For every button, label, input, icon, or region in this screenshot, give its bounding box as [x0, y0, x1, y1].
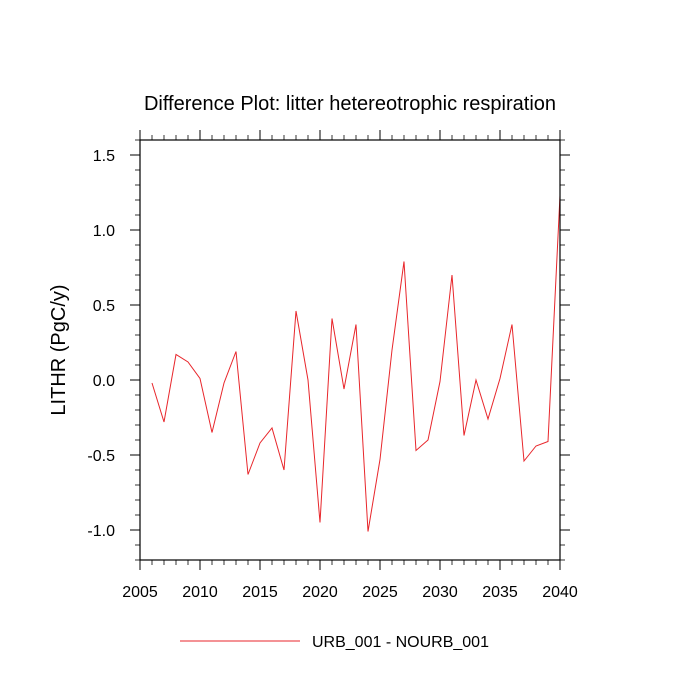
y-tick-label: 1.5	[93, 148, 115, 165]
x-tick-label: 2010	[182, 584, 218, 601]
chart-title: Difference Plot: litter hetereotrophic r…	[144, 93, 556, 115]
legend-label: URB_001 - NOURB_001	[312, 634, 489, 651]
y-tick-label: -0.5	[87, 448, 115, 465]
x-tick-label: 2035	[482, 584, 518, 601]
x-tick-label: 2030	[422, 584, 458, 601]
x-tick-label: 2040	[542, 584, 578, 601]
x-tick-label: 2025	[362, 584, 398, 601]
x-tick-label: 2015	[242, 584, 278, 601]
legend: URB_001 - NOURB_001	[180, 634, 489, 651]
y-tick-labels: -1.0 -0.5 0.0 0.5 1.0 1.5	[87, 148, 115, 540]
y-ticks	[130, 139, 570, 561]
series-group	[151, 195, 561, 532]
y-tick-label: 0.5	[93, 298, 115, 315]
x-ticks	[139, 130, 561, 570]
x-tick-label: 2005	[122, 584, 158, 601]
y-tick-label: -1.0	[87, 523, 115, 540]
y-tick-label: 1.0	[93, 223, 115, 240]
x-tick-labels: 2005 2010 2015 2020 2025 2030 2035 2040	[122, 584, 578, 601]
y-axis-label: LITHR (PgC/y)	[48, 284, 70, 415]
plot-frame	[139, 139, 561, 561]
series-line	[151, 195, 561, 532]
x-tick-label: 2020	[302, 584, 338, 601]
y-tick-label: 0.0	[93, 373, 115, 390]
